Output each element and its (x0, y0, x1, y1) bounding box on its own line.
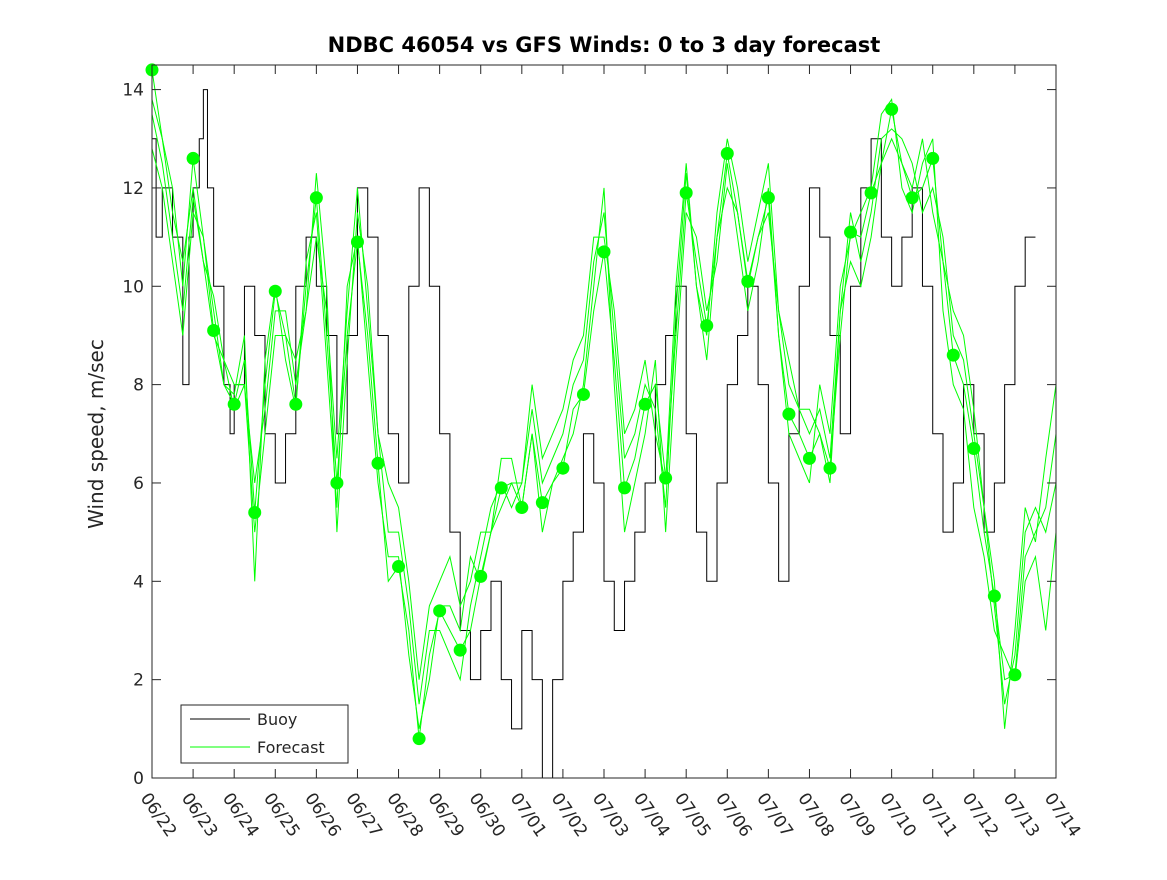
forecast-marker (330, 476, 344, 490)
x-tick-label: 06/27 (341, 789, 385, 841)
legend: Buoy Forecast (180, 704, 349, 764)
x-tick-label: 07/07 (752, 789, 796, 841)
x-tick-label: 07/04 (629, 789, 673, 841)
x-tick-label: 06/24 (218, 789, 262, 841)
forecast-marker (967, 442, 981, 456)
forecast-marker (761, 191, 775, 205)
series-forecast-line-3 (151, 98, 1057, 729)
series-layer (145, 63, 1057, 779)
series-buoy-line (152, 89, 1036, 779)
x-tick-label: 07/13 (999, 789, 1043, 841)
y-tick-label: 14 (122, 81, 144, 101)
forecast-marker (782, 407, 796, 421)
legend-buoy-label: Buoy (257, 710, 297, 729)
x-tick-label: 06/30 (465, 789, 509, 841)
y-axis-label: Wind speed, m/sec (84, 339, 108, 529)
x-tick-label: 07/14 (1040, 789, 1084, 841)
forecast-marker (494, 481, 508, 495)
forecast-marker (659, 471, 673, 485)
forecast-marker (474, 569, 488, 583)
series-forecast-line-4 (151, 99, 1057, 729)
x-tick-label: 07/11 (917, 789, 961, 841)
forecast-marker (1008, 668, 1022, 682)
forecast-marker (741, 274, 755, 288)
y-tick-label: 4 (133, 572, 144, 592)
forecast-marker (946, 348, 960, 362)
forecast-marker (720, 147, 734, 161)
y-tick-label: 2 (133, 671, 144, 691)
x-tick-label: 06/28 (382, 789, 426, 841)
forecast-marker (207, 324, 221, 338)
forecast-marker (700, 319, 714, 333)
x-tick-label: 07/10 (876, 789, 920, 841)
y-tick-label: 10 (122, 277, 144, 297)
forecast-marker (535, 496, 549, 510)
forecast-marker (350, 235, 364, 249)
x-tick-label: 07/02 (547, 789, 591, 841)
x-tick-label: 07/01 (506, 789, 550, 841)
forecast-marker (371, 456, 385, 470)
chart-title: NDBC 46054 vs GFS Winds: 0 to 3 day fore… (328, 33, 881, 57)
forecast-marker (309, 191, 323, 205)
forecast-marker (433, 604, 447, 618)
forecast-marker (638, 397, 652, 411)
x-tick-label: 06/25 (259, 789, 303, 841)
forecast-marker (905, 191, 919, 205)
x-tick-label: 07/05 (670, 789, 714, 841)
forecast-marker (844, 225, 858, 239)
legend-box (180, 704, 349, 764)
forecast-marker (392, 560, 406, 574)
y-tick-label: 0 (133, 769, 144, 789)
legend-forecast-label: Forecast (257, 738, 325, 757)
forecast-marker (576, 387, 590, 401)
x-tick-label: 06/29 (424, 789, 468, 841)
forecast-marker (412, 732, 426, 746)
x-tick-label: 07/06 (711, 789, 755, 841)
forecast-marker (453, 643, 467, 657)
forecast-marker (802, 451, 816, 465)
forecast-marker (556, 461, 570, 475)
forecast-marker (926, 151, 940, 165)
x-tick-label: 06/22 (136, 789, 180, 841)
y-tick-label: 12 (122, 179, 144, 199)
forecast-marker (987, 589, 1001, 603)
forecast-marker (823, 461, 837, 475)
forecast-marker (885, 102, 899, 116)
forecast-marker (248, 505, 262, 519)
x-tick-label: 06/23 (177, 789, 221, 841)
forecast-marker (597, 245, 611, 259)
forecast-marker (268, 284, 282, 298)
x-tick-label: 07/08 (793, 789, 837, 841)
plot-area (152, 65, 1056, 778)
x-tick-label: 07/12 (958, 789, 1002, 841)
forecast-marker (186, 151, 200, 165)
y-tick-label: 6 (133, 474, 144, 494)
forecast-marker (515, 501, 529, 515)
series-forecast-line-2 (151, 114, 1057, 705)
x-tick-label: 07/03 (588, 789, 632, 841)
forecast-marker (289, 397, 303, 411)
forecast-marker (618, 481, 632, 495)
x-tick-label: 06/26 (300, 789, 344, 841)
x-tick-label: 07/09 (834, 789, 878, 841)
forecast-marker (227, 397, 241, 411)
forecast-marker (679, 186, 693, 200)
y-tick-label: 8 (133, 376, 144, 396)
forecast-marker (864, 186, 878, 200)
